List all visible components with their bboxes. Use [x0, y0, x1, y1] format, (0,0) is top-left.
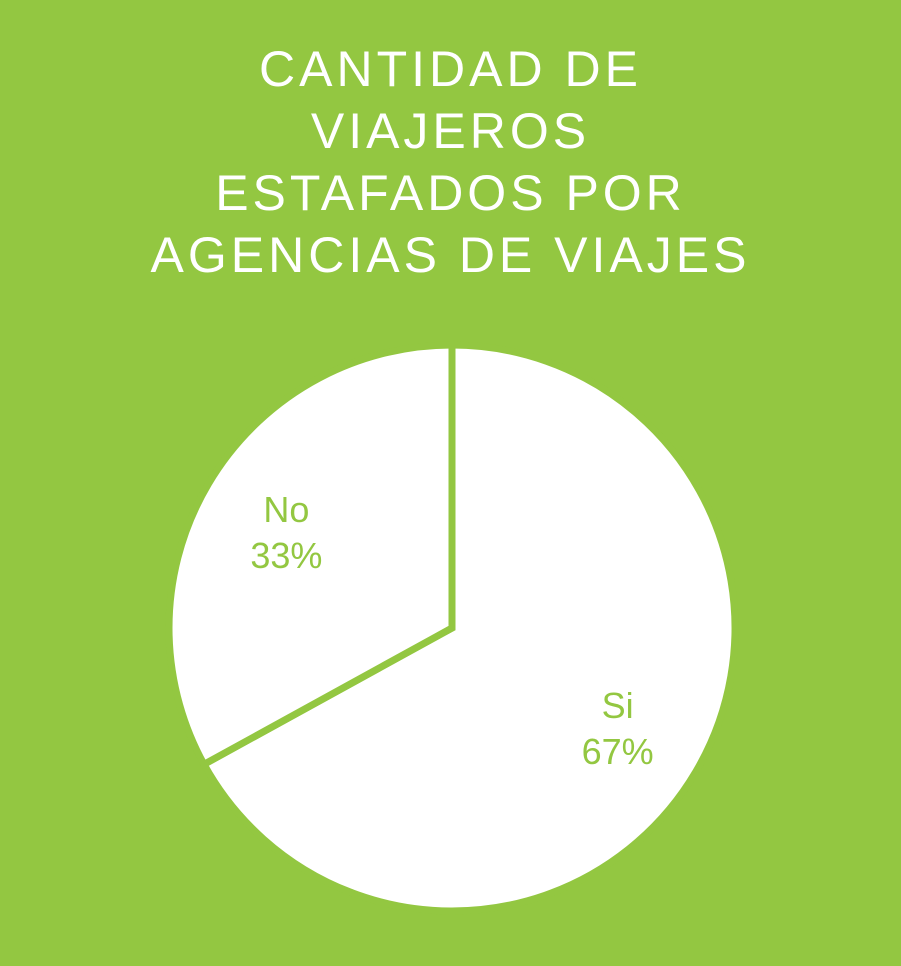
slice-value-label-si: 67%	[582, 731, 654, 772]
pie-slices	[165, 341, 739, 915]
slice-label-si: Si	[602, 685, 634, 726]
slice-value-label-no: 33%	[250, 535, 322, 576]
chart-title: CANTIDAD DE VIAJEROS ESTAFADOS POR AGENC…	[0, 38, 901, 286]
chart-title-line-1: CANTIDAD DE	[259, 41, 642, 97]
pie-slice-no	[165, 341, 456, 770]
chart-title-line-2: VIAJEROS	[310, 103, 591, 159]
chart-title-line-3: ESTAFADOS POR	[215, 165, 686, 221]
pie-slice-si	[199, 341, 739, 915]
chart-title-line-4: AGENCIAS DE VIAJES	[150, 227, 751, 283]
slice-label-no: No	[263, 489, 309, 530]
pie-labels: Si 67% No 33%	[250, 489, 653, 772]
